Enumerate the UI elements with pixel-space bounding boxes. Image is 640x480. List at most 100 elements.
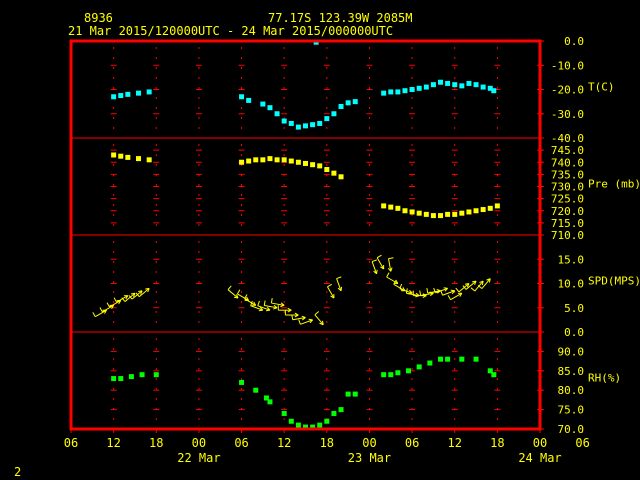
wind-barb-head — [467, 283, 470, 288]
humidity-point — [267, 399, 273, 405]
temperature-point — [491, 88, 497, 94]
wind-barb-head — [340, 286, 343, 291]
humidity-point — [331, 410, 337, 416]
wind-barb-feather — [121, 297, 126, 302]
wind-barb — [399, 283, 413, 295]
humidity-point — [381, 372, 387, 378]
y-tick-label: 725.0 — [551, 193, 584, 206]
wind-barb-head — [104, 309, 107, 314]
pressure-point — [487, 205, 493, 211]
wind-barb-head — [302, 317, 306, 321]
x-tick-label: 18 — [149, 436, 163, 450]
wind-barb-feather — [447, 295, 452, 300]
wind-barb-shaft — [257, 305, 271, 311]
wind-barb-feather — [263, 300, 266, 306]
temperature-point — [416, 85, 422, 91]
temperature-point — [395, 89, 401, 95]
wind-barb — [227, 285, 239, 299]
wind-barb-feather — [426, 288, 429, 294]
wind-barb-head — [130, 292, 136, 295]
wind-barb — [386, 272, 399, 284]
humidity-point — [459, 356, 465, 362]
wind-barb-head — [266, 306, 271, 311]
pressure-point — [381, 203, 387, 209]
wind-barb-shaft — [386, 276, 399, 284]
wind-barb-head — [337, 287, 342, 292]
wind-barb-feather — [99, 307, 103, 313]
wind-barb-feather — [462, 285, 467, 290]
y-tick-label: 720.0 — [551, 205, 584, 218]
station-id: 8936 — [84, 11, 113, 25]
wind-barb-head — [287, 307, 292, 311]
pressure-point — [473, 208, 479, 214]
wind-barb — [135, 287, 150, 298]
y-tick-label: -40.0 — [551, 132, 584, 145]
wind-barb-head — [138, 290, 143, 293]
wind-barb-shaft — [264, 305, 278, 309]
pressure-point — [452, 211, 458, 217]
temperature-point — [239, 94, 245, 100]
wind-barb-shaft — [250, 305, 264, 311]
wind-barb-head — [409, 289, 413, 294]
wind-barb-feather — [371, 259, 377, 263]
pressure-point — [303, 160, 308, 166]
pressure-point — [324, 167, 330, 173]
panel-label: RH(%) — [588, 372, 621, 385]
temperature-point — [111, 94, 117, 100]
y-tick-label: 90.0 — [558, 345, 585, 358]
wind-barb-shaft — [376, 257, 385, 270]
wind-barb-head — [258, 309, 263, 312]
wind-barb-feather — [386, 272, 390, 278]
x-tick-label: 12 — [106, 436, 120, 450]
wind-barb-feather — [470, 287, 476, 292]
humidity-point — [395, 370, 401, 376]
wind-barb-head — [140, 290, 143, 295]
pressure-point — [423, 211, 429, 217]
y-tick-label: 715.0 — [551, 217, 584, 230]
wind-barb-feather — [419, 290, 422, 296]
humidity-point — [491, 372, 497, 378]
wind-barb-shaft — [131, 290, 143, 300]
y-tick-label: 0.0 — [564, 326, 584, 339]
wind-barb-head — [321, 320, 324, 325]
wind-barb — [447, 292, 463, 301]
wind-barb-head — [125, 295, 129, 300]
wind-barb-head — [436, 289, 441, 292]
wind-barb-head — [472, 280, 477, 283]
wind-barb-feather — [399, 283, 403, 289]
wind-barb-head — [301, 315, 306, 318]
temperature-point — [388, 89, 394, 95]
wind-barb-feather — [291, 314, 294, 320]
wind-barb-feather — [327, 283, 333, 288]
panel-label: Pre (mb) — [588, 178, 640, 191]
x-tick-label: 18 — [320, 436, 334, 450]
y-tick-label: 740.0 — [551, 156, 584, 169]
y-tick-label: 745.0 — [551, 144, 584, 157]
pressure-point — [288, 158, 294, 164]
wind-barb-feather — [477, 285, 483, 289]
y-tick-label: 80.0 — [558, 384, 585, 397]
wind-barb-head — [474, 280, 477, 285]
y-tick-label: -10.0 — [551, 59, 584, 72]
humidity-point — [128, 374, 134, 380]
pressure-point — [402, 208, 408, 214]
label-layer: 06 12 18 00 06 12 18 00 06 12 18 00 06 22 Mar 23 Mar 24… — [64, 35, 640, 465]
wind-barb — [250, 300, 264, 312]
temperature-point — [345, 100, 351, 106]
wind-barb-head — [259, 306, 264, 311]
wind-barb-head — [464, 283, 470, 285]
date-label: 24 Mar — [518, 451, 561, 465]
temperature-point — [473, 82, 479, 88]
wind-barb — [455, 283, 470, 293]
wind-barb-head — [390, 267, 393, 272]
wind-barb-shaft — [271, 302, 285, 306]
y-tick-label: -20.0 — [551, 84, 584, 97]
temperature-point — [118, 93, 124, 99]
temperature-point — [281, 118, 287, 124]
temperature-point — [381, 90, 387, 96]
wind-barb-head — [373, 270, 377, 275]
wind-barb — [387, 257, 394, 272]
humidity-point — [139, 372, 145, 378]
wind-barb-shaft — [427, 290, 441, 294]
